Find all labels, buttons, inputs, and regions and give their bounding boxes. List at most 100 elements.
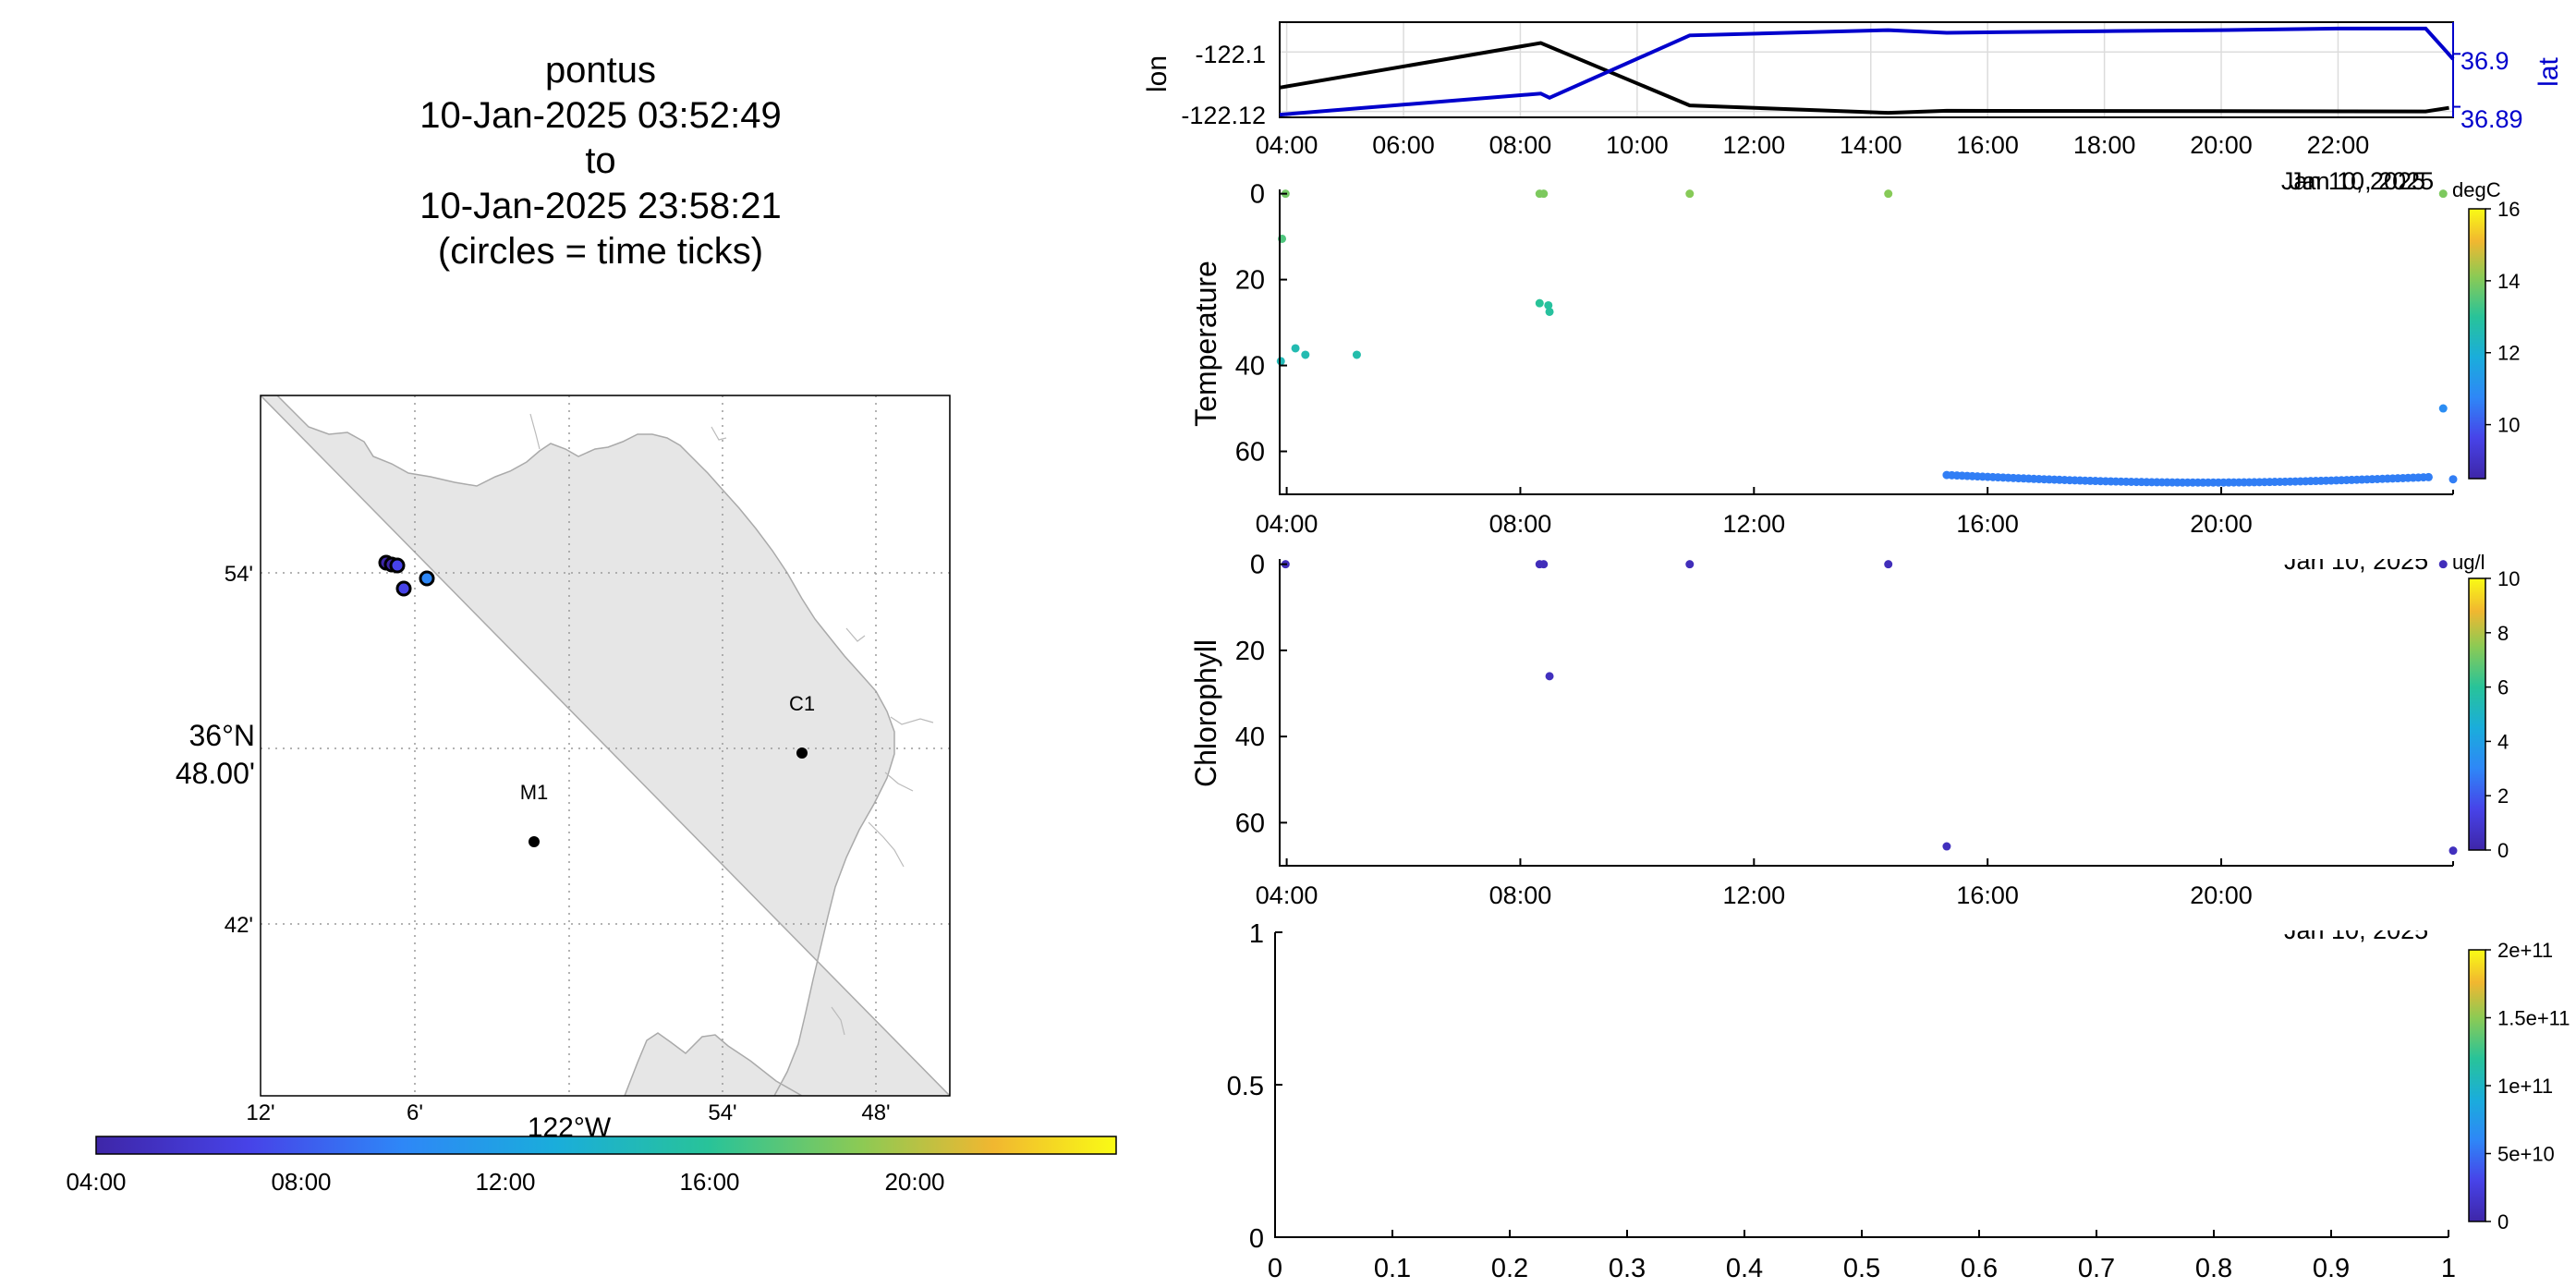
data-point: [1539, 560, 1549, 569]
lon-axis-label: lon: [1142, 55, 1173, 92]
lat-center-label: 36°N: [189, 719, 256, 752]
lon-tick-12: 12': [246, 1100, 274, 1125]
chlorophyll-axes: [1279, 559, 2454, 867]
colorbar-tick-label: 2e+11: [2497, 939, 2553, 962]
colorbar-tick-label: 12: [2497, 342, 2520, 365]
temperature-date-label: Jan 10, 2025: [2290, 167, 2434, 195]
station-marker: [529, 836, 540, 847]
temperature-panel: 0 20 40 60 04:00 08:00 12:00 16:00 20:00 Temper…: [1189, 167, 2520, 538]
data-point: [1291, 344, 1300, 353]
empty-colorbar-ticks: 2e+11 1.5e+11 1e+11 5e+10 0: [2485, 939, 2570, 1233]
empty-x-ticks: 0 0.1 0.2 0.3 0.4 0.5 0.6 0.7 0.8 0.9 1: [1268, 1230, 2456, 1283]
y-tick-label: 60: [1235, 438, 1265, 468]
time-colorbar-label: 12:00: [475, 1168, 535, 1196]
x-tick-label: 20:00: [2190, 881, 2253, 909]
position-date-label: Jan 10, 2025: [2281, 167, 2425, 195]
colorbar-tick-label: 6: [2497, 676, 2509, 699]
empty-panel: Jan 10, 2025 00.10.20.30.40.50.60.70.80.…: [1227, 915, 2570, 1283]
time-colorbar: 04:00 08:00 12:00 16:00 20:00: [66, 1136, 1117, 1196]
x-tick-label: 1: [2441, 1254, 2456, 1283]
data-point: [1276, 357, 1285, 366]
chlorophyll-y-ticks: 0 20 40 60: [1235, 551, 1287, 838]
temperature-colorbar: [2468, 208, 2486, 480]
time-tick-circle: [419, 570, 435, 587]
position-x-tick: 08:00: [1489, 131, 1552, 159]
empty-y-ticks: 10.50: [1227, 919, 1282, 1254]
start-time: 10-Jan-2025 03:52:49: [419, 95, 782, 136]
station-marker: [796, 747, 808, 759]
position-grid: [1280, 22, 2453, 117]
colorbar-tick-label: 5e+10: [2497, 1143, 2555, 1166]
position-x-tick: 18:00: [2073, 131, 2136, 159]
time-tick-circle: [395, 580, 412, 597]
data-point: [2438, 560, 2448, 569]
lon-tick-48: 48': [861, 1100, 890, 1125]
colorbar-tick-label: 14: [2497, 270, 2520, 293]
lat-tick-54: 54': [225, 562, 253, 587]
data-point: [1539, 189, 1549, 199]
x-tick-label: 0.9: [2313, 1254, 2350, 1283]
title-to: to: [585, 140, 616, 181]
position-x-tick: 04:00: [1256, 131, 1318, 159]
track-time-circles: [378, 554, 435, 597]
map-frame: [260, 395, 951, 1097]
lon-ytick: -122.1: [1195, 41, 1266, 68]
y-tick-label: 20: [1235, 637, 1265, 666]
y-tick-label: 0: [1250, 551, 1265, 580]
data-point: [2438, 404, 2448, 413]
position-series: [1279, 22, 2461, 117]
temperature-x-ticks: 04:00 08:00 12:00 16:00 20:00: [1256, 487, 2253, 538]
lon-line: [1279, 41, 2449, 115]
lat-tick-42: 42': [225, 913, 253, 938]
colorbar-tick-label: 16: [2497, 198, 2520, 221]
plot-title: pontus 10-Jan-2025 03:52:49 to 10-Jan-20…: [342, 48, 859, 274]
temperature-y-ticks: 0 20 40 60: [1235, 180, 1287, 468]
time-colorbar-gradient: [95, 1136, 1117, 1155]
y-tick-label: 0: [1249, 1224, 1264, 1254]
data-point: [2448, 846, 2458, 856]
x-tick-label: 20:00: [2190, 510, 2253, 538]
temperature-units: degC: [2452, 178, 2501, 201]
map-land: [261, 395, 950, 1096]
empty-axes: [1274, 932, 2449, 1238]
data-point: [1685, 189, 1695, 199]
chlorophyll-colorbar-ticks: 10 8 6 4 2 0: [2485, 567, 2520, 862]
end-time: 10-Jan-2025 23:58:21: [419, 186, 782, 226]
data-point: [1942, 842, 1951, 851]
station-label: M1: [520, 781, 549, 804]
colorbar-tick-label: 4: [2497, 730, 2509, 753]
x-tick-label: 12:00: [1723, 510, 1786, 538]
position-x-tick: 12:00: [1723, 131, 1786, 159]
x-tick-label: 0.5: [1843, 1254, 1880, 1283]
map-coast-detail: [529, 413, 934, 1036]
x-tick-label: 0.1: [1374, 1254, 1411, 1283]
data-point: [1545, 672, 1554, 681]
x-tick-label: 0.7: [2078, 1254, 2115, 1283]
map-panel: 12' 6' 54' 48' 122°W 54' 42' 36°N 48.00'…: [176, 395, 951, 1143]
data-point: [1545, 307, 1554, 316]
time-tick-circle: [389, 557, 406, 574]
chlorophyll-units: ug/l: [2452, 551, 2485, 574]
time-colorbar-label: 04:00: [66, 1168, 126, 1196]
position-x-tick: 10:00: [1606, 131, 1669, 159]
position-x-tick: 14:00: [1840, 131, 1902, 159]
y-tick-label: 40: [1235, 352, 1265, 382]
data-point: [2438, 189, 2448, 199]
lat-ytick: 36.89: [2461, 105, 2523, 133]
x-tick-label: 0.6: [1961, 1254, 1998, 1283]
colorbar-tick-label: 2: [2497, 784, 2509, 808]
position-x-tick: 06:00: [1372, 131, 1435, 159]
data-point: [1544, 300, 1553, 310]
x-tick-label: 0.2: [1491, 1254, 1528, 1283]
x-tick-label: 08:00: [1489, 881, 1552, 909]
y-tick-label: 1: [1249, 919, 1264, 949]
chlorophyll-points: [1281, 560, 2458, 856]
lat-axis-label: lat: [2533, 56, 2564, 86]
x-tick-label: 04:00: [1256, 881, 1318, 909]
colorbar-tick-label: 0: [2497, 839, 2509, 862]
x-tick-label: 12:00: [1723, 881, 1786, 909]
position-x-tick: 22:00: [2307, 131, 2370, 159]
lon-ytick: -122.12: [1181, 102, 1266, 129]
position-x-tick: 20:00: [2190, 131, 2253, 159]
lat-ytick: 36.9: [2461, 47, 2509, 75]
